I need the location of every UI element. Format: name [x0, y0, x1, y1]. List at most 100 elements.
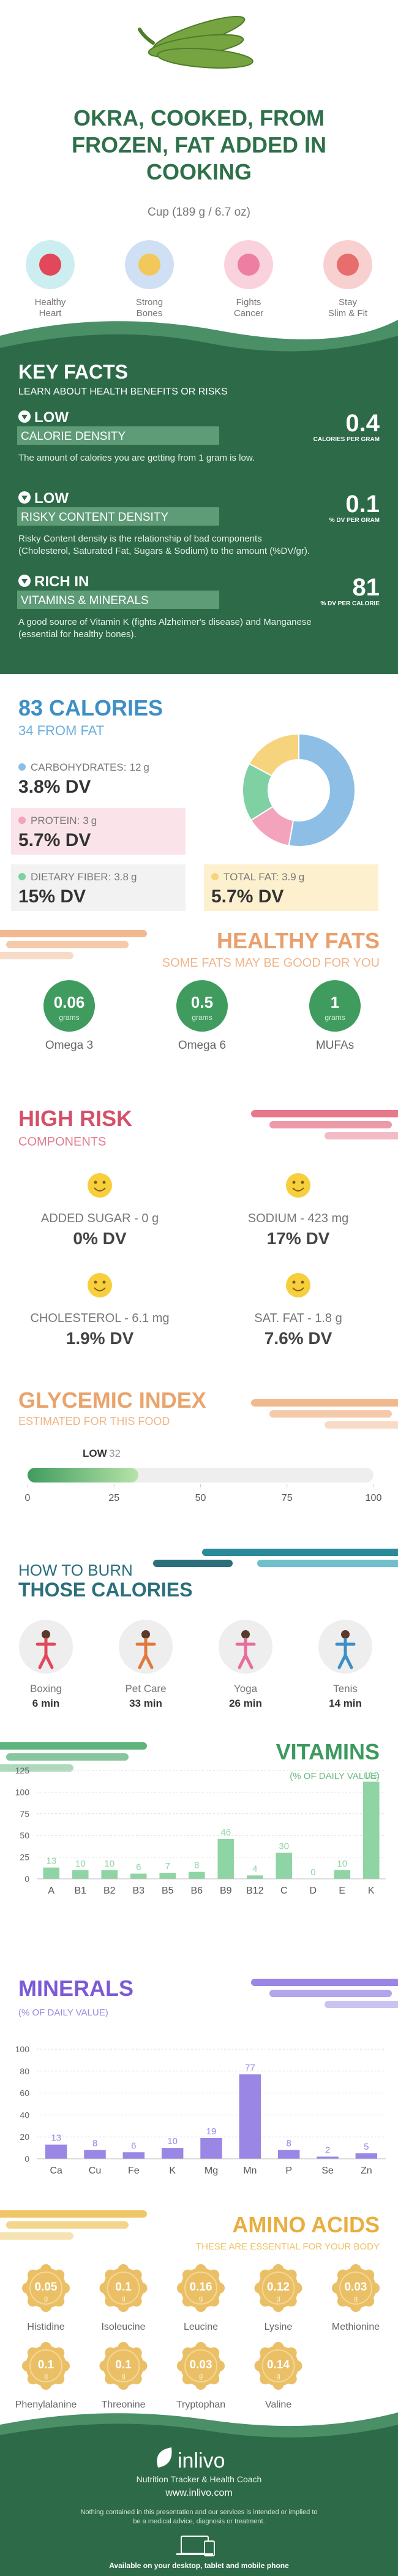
amino-badge [26, 2268, 66, 2308]
section-title: THOSE CALORIES [18, 1579, 192, 1601]
risk-face-eye [301, 1280, 304, 1284]
bar [188, 1872, 205, 1879]
nutrient-dv: 15% DV [18, 886, 86, 907]
activity-figure [36, 1637, 56, 1669]
fact-value: 0.4 [345, 410, 380, 437]
bar [334, 1870, 351, 1879]
decor-stripe [269, 1990, 392, 1997]
decor-stripe [6, 1753, 129, 1761]
decor-stripe [251, 1399, 398, 1407]
text-line: Strong [136, 297, 163, 308]
amino-name: Threonine [101, 2400, 145, 2410]
y-tick-label: 20 [20, 2132, 29, 2142]
chart-title: VITAMINS [276, 1739, 380, 1764]
amino-value: 0.05 [35, 2281, 58, 2294]
bar-value-label: 46 [220, 1827, 231, 1838]
nutrient-background [204, 864, 378, 911]
fat-name: Omega 6 [178, 1039, 226, 1052]
amino-name: Lysine [265, 2322, 293, 2332]
text-line: Slim & Fit [328, 308, 368, 319]
benefit-label: Stay Slim & Fit [328, 297, 368, 319]
risk-face-eye [292, 1180, 296, 1184]
fat-value: 0.06 [54, 993, 85, 1011]
amino-badge-ring [261, 2272, 295, 2305]
decor-stripe [269, 1410, 392, 1418]
risk-face [88, 1173, 112, 1198]
nutrient-unit: g [143, 761, 149, 773]
amino-value: 0.03 [190, 2359, 212, 2371]
nutrient-name: CARBOHYDRATES: [31, 761, 127, 773]
activity-figure [135, 1637, 156, 1669]
fact-value: 81 [353, 574, 380, 601]
amino-unit: g [44, 2373, 48, 2380]
text-line: (Cholesterol, Saturated Fat, Sugars & So… [18, 546, 310, 556]
section-background [0, 334, 398, 674]
activity-head [241, 1630, 250, 1639]
bar-value-label: 0 [310, 1867, 315, 1878]
nutrient-amount: 12 [130, 761, 141, 773]
x-tick-label: Mn [243, 2166, 257, 2176]
amino-name: Isoleucine [101, 2322, 145, 2332]
amino-name: Histidine [27, 2322, 64, 2332]
fact-value: 0.1 [345, 491, 380, 518]
text-line: A good source of Vitamin K (fights Alzhe… [18, 617, 312, 627]
bar-value-label: 7 [165, 1861, 170, 1872]
amino-name: Leucine [184, 2322, 218, 2332]
fat-value: 1 [331, 993, 339, 1011]
y-tick-label: 125 [15, 1766, 30, 1775]
x-tick-label: B1 [74, 1886, 86, 1896]
nutrient-name: DIETARY FIBER: [31, 871, 111, 883]
y-tick-label: 25 [20, 1853, 29, 1862]
text-line: OKRA, COOKED, FROM [73, 105, 325, 130]
risk-dv: 17% DV [267, 1229, 330, 1248]
chart-subtitle: (% OF DAILY VALUE) [290, 1771, 380, 1781]
fact-icon-arrow [21, 579, 28, 584]
text-line: Risky Content density is the relationshi… [18, 534, 262, 544]
benefit-label: Fights Cancer [234, 297, 263, 319]
fact-label-box [17, 507, 219, 526]
bar-value-label: 6 [131, 2140, 136, 2151]
y-tick-label: 100 [15, 2044, 30, 2054]
page-title: OKRA, COOKED, FROM FROZEN, FAT ADDED IN CO… [72, 105, 326, 184]
nutrient-dv: 3.8% DV [18, 777, 91, 797]
amino-badge-ring [339, 2272, 372, 2305]
amino-value: 0.1 [38, 2359, 54, 2371]
section-title: AMINO ACIDS [232, 2212, 380, 2237]
bar [122, 2152, 145, 2159]
fact-unit: % DV PER GRAM [329, 517, 380, 524]
decor-stripe [0, 2210, 147, 2218]
nutrient-name: PROTEIN: [31, 815, 80, 826]
fat-name: Omega 3 [45, 1039, 93, 1052]
donut-segment [288, 733, 356, 847]
y-tick-label: 100 [15, 1787, 30, 1797]
glycemic-tick-label: 0 [25, 1493, 31, 1503]
benefit-icon-inner [39, 254, 61, 276]
fact-text: The amount of calories you are getting f… [18, 453, 255, 463]
fact-text: Risky Content density is the relationshi… [18, 534, 310, 556]
footer-background [0, 2423, 398, 2576]
x-tick-label: B3 [132, 1886, 145, 1896]
bar-value-label: 13 [46, 1856, 56, 1867]
nutrient-label: TOTAL FAT: 3.9 g [223, 871, 304, 883]
x-tick-label: P [285, 2166, 292, 2176]
bar [130, 1873, 147, 1879]
y-tick-label: 0 [24, 2154, 29, 2164]
decor-stripe [325, 1421, 398, 1429]
risk-face-mouth [94, 1287, 106, 1291]
text-line: Bones [137, 308, 163, 319]
section-title: HOW TO BURN [18, 1561, 133, 1579]
glycemic-tick-label: 75 [282, 1493, 293, 1503]
fact-label: RISKY CONTENT DENSITY [21, 511, 168, 524]
x-tick-label: B12 [246, 1886, 264, 1896]
amino-badge-ring [261, 2349, 295, 2382]
brand: inlivo [178, 2449, 225, 2472]
amino-badge-ring [184, 2349, 217, 2382]
decor-stripe [6, 941, 129, 948]
activity-name: Pet Care [125, 1683, 166, 1694]
text-line: FROZEN, FAT ADDED IN [72, 132, 326, 157]
fat-unit: grams [192, 1013, 212, 1022]
bar-value-label: 77 [245, 2063, 255, 2073]
section-subtitle: THESE ARE ESSENTIAL FOR YOUR BODY [196, 2242, 380, 2252]
bar-value-label: 8 [92, 2139, 97, 2149]
amino-badge [103, 2268, 144, 2308]
